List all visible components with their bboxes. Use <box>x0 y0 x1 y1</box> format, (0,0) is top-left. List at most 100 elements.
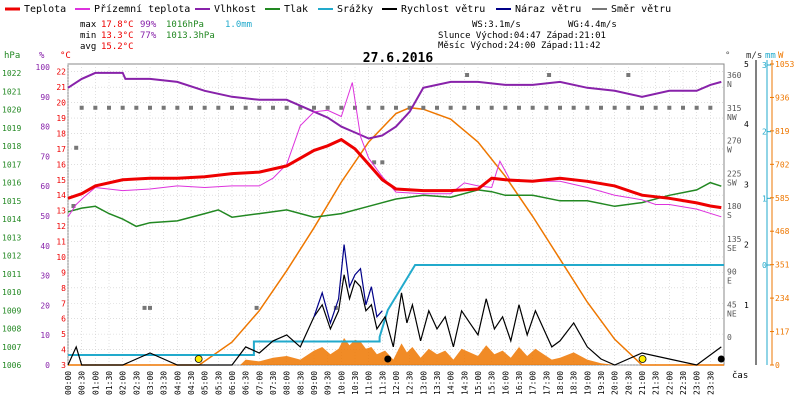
y-tick-label-degc: 10 <box>56 253 66 262</box>
series-direction-point <box>120 105 125 110</box>
x-tick-label: 18:00 <box>556 371 565 395</box>
series-direction-point <box>339 105 344 110</box>
series-direction-point <box>175 105 180 110</box>
series-direction-point <box>107 105 111 110</box>
y-tick-label-compass: NW <box>727 113 737 122</box>
y-tick-label-degc: 6 <box>61 315 66 324</box>
legend-label-teplota: Teplota <box>24 4 66 15</box>
series-direction-point <box>435 105 439 110</box>
series-direction-point <box>612 105 617 110</box>
series <box>67 71 725 366</box>
series-direction-point <box>465 73 470 77</box>
y-tick-label-percent: 90 <box>40 93 50 102</box>
y-tick-label-degc: 12 <box>56 222 66 231</box>
y-tick-label-degc: 13 <box>56 207 66 216</box>
series-ground-temp-line <box>67 82 722 218</box>
stats-block: max 17.8°C 99% 1016hPa 1.0mm min 13.3°C … <box>80 20 617 52</box>
y-tick-label-hpa: 1020 <box>2 106 21 115</box>
series-direction-point <box>74 145 79 150</box>
series-direction-point <box>366 105 371 110</box>
series-direction-point <box>202 105 207 110</box>
series-direction-point <box>284 105 289 110</box>
x-tick-label: 16:30 <box>515 371 524 395</box>
y-tick-label-percent: 70 <box>40 152 50 161</box>
x-tick-label: 16:00 <box>501 371 510 395</box>
y-tick-label-hpa: 1018 <box>2 142 21 151</box>
axis-header-ms: m/s <box>746 51 762 61</box>
series-direction-point <box>407 105 412 110</box>
y-tick-label-hpa: 1019 <box>2 124 21 133</box>
series-direction-point <box>148 105 152 110</box>
series-direction-point <box>380 160 385 165</box>
series-direction-point <box>189 105 193 110</box>
axis-header-w: W <box>778 51 784 61</box>
y-tick-label-degc: 22 <box>56 68 66 77</box>
series-rain-line <box>68 264 724 356</box>
chart-title: 27.6.2016 <box>363 51 434 66</box>
stats-min-temp: 13.3°C <box>101 31 134 41</box>
stats-max-pressure: 1016hPa <box>166 20 204 30</box>
y-tick-label-direction: 180 <box>727 202 742 211</box>
y-tick-label-degc: 15 <box>56 176 66 185</box>
sun-marker <box>638 355 647 363</box>
y-tick-label-ms: 5 <box>744 60 749 69</box>
series-direction-point <box>530 105 535 110</box>
legend-label-smer-vetru: Směr větru <box>611 3 671 15</box>
x-tick-label: 23:00 <box>693 371 702 395</box>
series-direction-point <box>503 105 508 110</box>
y-tick-label-ms: 1 <box>744 301 749 310</box>
series-direction-point <box>640 105 644 110</box>
series-direction-point <box>517 105 521 110</box>
series-direction-point <box>161 105 166 110</box>
series-direction-point <box>547 73 552 77</box>
legend-label-rychlost-vetru: Rychlost větru <box>401 3 485 15</box>
axis-header-degree: ° <box>725 51 730 61</box>
x-tick-label: 23:30 <box>706 371 715 395</box>
x-tick-label: 06:00 <box>228 371 237 395</box>
stats-sun: Slunce Východ:04:47 Západ:21:01 <box>438 31 606 41</box>
y-tick-label-degc: 7 <box>61 299 66 308</box>
y-tick-label-direction: 315 <box>727 104 742 113</box>
x-tick-label: 03:30 <box>160 371 169 395</box>
x-tick-label: 17:30 <box>542 371 551 395</box>
y-tick-label-hpa: 1016 <box>2 179 21 188</box>
x-tick-label: 00:00 <box>64 371 73 395</box>
x-tick-label: 10:00 <box>337 371 346 395</box>
y-tick-label-ms: 3 <box>744 180 749 189</box>
y-tick-label-hpa: 1007 <box>2 343 21 352</box>
legend-label-prizemni-teplota: Přízemní teplota <box>94 3 190 15</box>
x-tick-label: 21:00 <box>638 371 647 395</box>
x-tick-label: 11:00 <box>365 371 374 395</box>
series-direction-point <box>93 105 98 110</box>
x-tick-label: 11:30 <box>378 371 387 395</box>
y-tick-label-degc: 18 <box>56 129 66 138</box>
y-tick-label-hpa: 1006 <box>2 361 21 370</box>
legend-label-vlhkost: Vlhkost <box>214 4 256 15</box>
x-tick-label: 10:30 <box>351 371 360 395</box>
y-tick-label-w: 0 <box>775 361 780 370</box>
y-tick-label-hpa: 1012 <box>2 252 21 261</box>
axes: 00:00 00:30 01:00 01:30 02:00 02:30 03:00 03:30… <box>2 60 794 395</box>
legend-label-naraz-vetru: Náraz větru <box>515 3 581 15</box>
x-tick-label: 08:00 <box>283 371 292 395</box>
series-direction-point <box>325 105 330 110</box>
series-direction-point <box>544 105 549 110</box>
y-tick-label-w: 819 <box>775 127 790 136</box>
series-direction-point <box>585 105 590 110</box>
y-tick-label-mm: 3 <box>762 61 767 70</box>
series-gust-line <box>313 244 383 325</box>
x-tick-label: 04:00 <box>173 371 182 395</box>
series-humidity-line <box>67 71 722 140</box>
y-tick-label-mm: 2 <box>762 128 767 137</box>
legend-label-tlak: Tlak <box>284 4 308 15</box>
y-tick-label-percent: 80 <box>40 123 50 132</box>
stats-avg-temp: 15.2°C <box>101 42 134 52</box>
series-direction-point <box>230 105 234 110</box>
x-tick-label: 05:30 <box>214 371 223 395</box>
x-tick-label: 22:30 <box>679 371 688 395</box>
series-direction-point <box>476 105 480 110</box>
legend-label-srazky: Srážky <box>337 3 373 15</box>
series-direction-point <box>599 105 603 110</box>
